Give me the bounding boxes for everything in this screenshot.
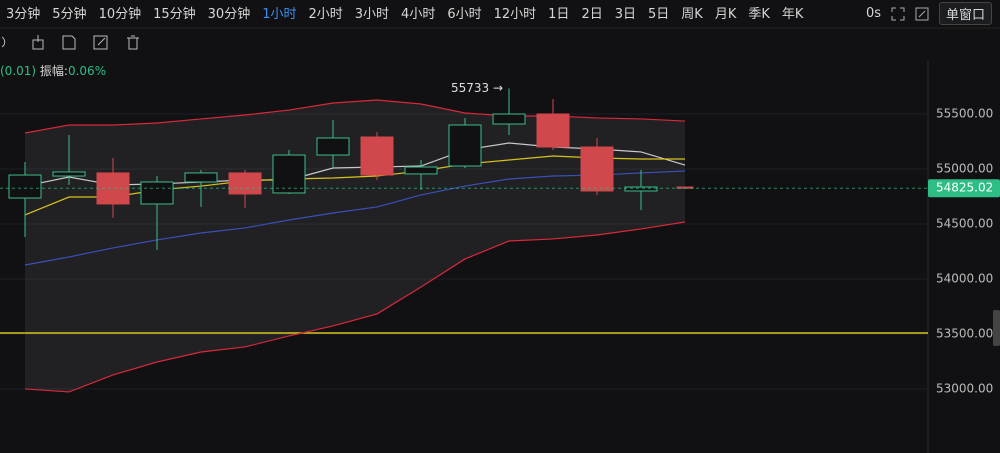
indicator-line xyxy=(24,221,686,393)
interval[interactable]: 月K xyxy=(714,6,737,22)
candle-body xyxy=(8,174,42,199)
interval[interactable]: 6小时 xyxy=(447,6,482,22)
icon-edit[interactable] xyxy=(92,33,110,51)
candle-body xyxy=(492,113,526,125)
candle-body xyxy=(676,186,694,189)
indicator-line xyxy=(24,99,686,134)
icon-lock[interactable] xyxy=(30,33,46,51)
window-mode[interactable]: 单窗口 xyxy=(938,2,992,25)
interval[interactable]: 年K xyxy=(781,6,804,22)
tool-icons xyxy=(0,33,142,55)
candle-body xyxy=(360,136,394,176)
y-tick-label: 53500.00 xyxy=(936,326,993,340)
amplitude: 0.06% xyxy=(67,64,107,78)
y-tick-label: 53000.00 xyxy=(936,381,993,395)
candle-body xyxy=(448,124,482,167)
interval-list: 3分钟 5分钟 10分钟 15分钟 30分钟 1小时 2小时 3小时 4小时 6小时 12小时 1日 2… xyxy=(0,3,803,22)
interval[interactable]: 4小时 xyxy=(401,6,436,22)
interval[interactable]: 1日 xyxy=(548,6,570,22)
candle-body xyxy=(184,172,218,183)
toolbar: 3分钟 5分钟 10分钟 15分钟 30分钟 1小时 2小时 3小时 4小时 6小时 12小时 1日 2… xyxy=(0,0,1000,25)
interval[interactable]: 10分钟 xyxy=(98,6,142,22)
icon-a[interactable] xyxy=(0,33,16,51)
last-price-label: 54825.02 xyxy=(936,181,993,195)
info-line: (0.01) 振幅:0.06% xyxy=(0,62,106,79)
candle-body xyxy=(624,186,658,192)
candle-body xyxy=(140,181,174,205)
candle-body xyxy=(316,137,350,156)
annotation: 55733 → xyxy=(451,81,503,95)
interval[interactable]: 5分钟 xyxy=(52,6,87,22)
band-fill xyxy=(25,100,685,392)
interval[interactable]: 1小时 xyxy=(262,6,297,22)
interval[interactable]: 2小时 xyxy=(308,6,343,22)
amplitude-label: 振幅: xyxy=(39,64,68,78)
indicator-line xyxy=(24,155,685,216)
interval[interactable]: 30分钟 xyxy=(207,6,251,22)
candle-body xyxy=(580,146,614,192)
y-tick-label: 55500.00 xyxy=(936,107,993,121)
scroll-handle xyxy=(993,310,1000,346)
interval[interactable]: 周K xyxy=(681,6,703,22)
timer: 0s xyxy=(865,6,881,21)
indicator-line xyxy=(24,170,686,266)
icon-copy[interactable] xyxy=(60,33,78,51)
icon-delete[interactable] xyxy=(124,33,142,51)
candle-body xyxy=(536,113,570,148)
candle-body xyxy=(228,172,262,195)
expand-icon[interactable] xyxy=(891,7,905,21)
y-tick-label: 54000.00 xyxy=(936,271,993,285)
candle-body xyxy=(404,166,438,175)
toolbar-right: 0s 单窗口 xyxy=(866,2,992,25)
candle-body xyxy=(96,172,130,205)
interval[interactable]: 15分钟 xyxy=(153,6,196,22)
interval[interactable]: 12小时 xyxy=(493,6,537,22)
interval[interactable]: 3分钟 xyxy=(6,6,41,22)
settings-icon[interactable] xyxy=(915,7,929,21)
last-price-box xyxy=(928,179,1000,198)
candle-body xyxy=(272,154,306,194)
y-tick-label: 54500.00 xyxy=(936,216,993,230)
interval[interactable]: 5日 xyxy=(648,6,670,22)
change: (0.01) xyxy=(0,64,37,78)
interval[interactable]: 2日 xyxy=(581,6,603,22)
indicator-line xyxy=(24,142,686,187)
candle-body xyxy=(52,171,86,177)
interval[interactable]: 季K xyxy=(748,6,770,22)
interval[interactable]: 3日 xyxy=(614,6,636,22)
interval[interactable]: 3小时 xyxy=(354,6,390,22)
y-tick-label: 55000.00 xyxy=(936,161,993,175)
